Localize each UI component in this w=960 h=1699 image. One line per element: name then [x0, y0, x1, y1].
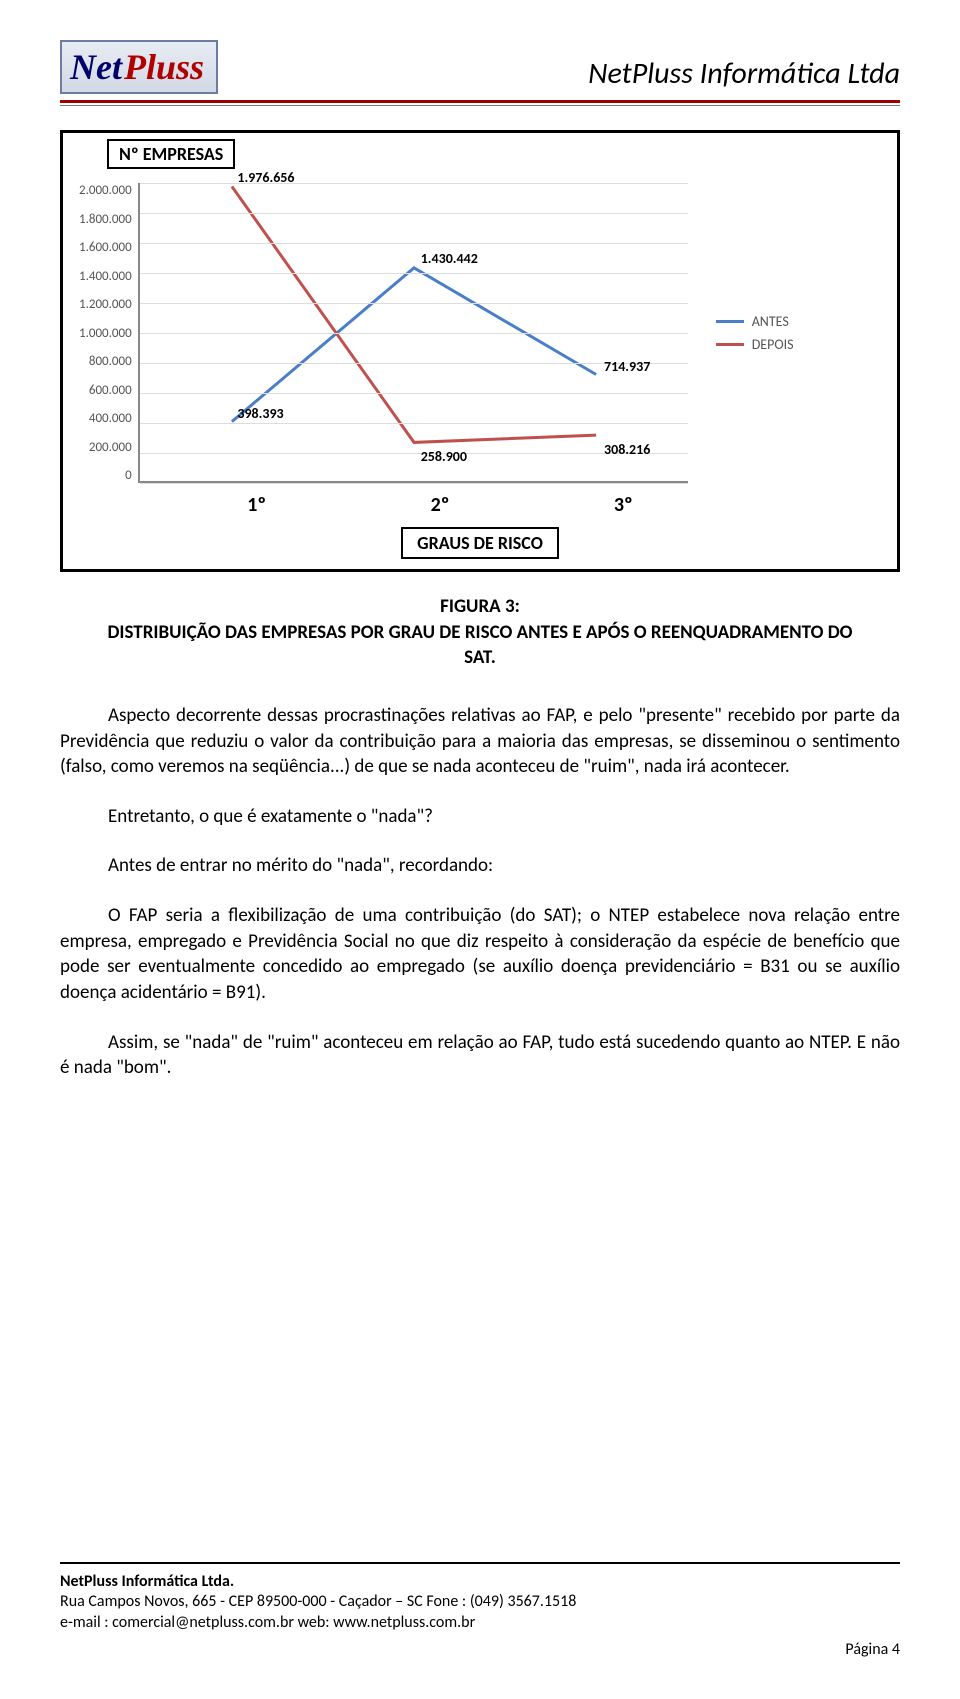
chart-y-title: Nº EMPRESAS	[107, 139, 235, 169]
chart-gridline	[140, 303, 688, 304]
logo-text-net: Net	[70, 46, 122, 88]
chart-plot-area: 398.3931.430.442714.9371.976.656258.9003…	[138, 183, 688, 483]
chart-gridline	[140, 333, 688, 334]
chart-gridline	[140, 273, 688, 274]
chart-x-tick: 3º	[614, 493, 633, 517]
chart-data-label: 398.393	[237, 405, 283, 422]
footer-company: NetPluss Informática Ltda.	[60, 1572, 900, 1593]
chart-y-tick: 1.600.000	[79, 240, 132, 255]
logo-text-pluss: Pluss	[124, 46, 204, 88]
chart-data-label: 1.976.656	[237, 169, 294, 186]
chart-data-label: 258.900	[421, 448, 467, 465]
chart-legend-label: ANTES	[752, 313, 789, 330]
chart-y-tick: 200.000	[89, 440, 132, 455]
chart-y-tick: 1.200.000	[79, 297, 132, 312]
chart-x-ticks: 1º 2º 3º	[165, 493, 715, 517]
figure-caption-line1: FIGURA 3:	[440, 595, 520, 618]
chart-container: Nº EMPRESAS 2.000.000 1.800.000 1.600.000 1…	[60, 130, 900, 572]
chart-series-line	[232, 268, 596, 422]
company-name: NetPluss Informática Ltda	[588, 55, 900, 92]
chart-legend-label: DEPOIS	[752, 336, 794, 353]
chart-gridline	[140, 243, 688, 244]
chart-y-tick: 1.400.000	[79, 269, 132, 284]
chart-y-tick: 1.800.000	[79, 212, 132, 227]
chart-y-tick: 800.000	[89, 354, 132, 369]
header-rule-thin	[60, 105, 900, 106]
paragraph-3: Antes de entrar no mérito do "nada", rec…	[60, 853, 900, 879]
chart-gridline	[140, 393, 688, 394]
chart-legend: ANTES DEPOIS	[716, 307, 794, 359]
chart-legend-swatch	[716, 343, 744, 346]
footer-rule	[60, 1562, 900, 1564]
chart-y-tick: 2.000.000	[79, 183, 132, 198]
page-header: Net Pluss NetPluss Informática Ltda	[60, 40, 900, 94]
chart-lines-svg	[140, 183, 688, 481]
chart-y-tick: 0	[125, 468, 132, 483]
chart-legend-item: ANTES	[716, 313, 794, 330]
chart-y-ticks: 2.000.000 1.800.000 1.600.000 1.400.000 1.20…	[79, 183, 138, 483]
chart-legend-item: DEPOIS	[716, 336, 794, 353]
footer-contacts: e-mail : comercial@netpluss.com.br web: …	[60, 1613, 900, 1634]
chart-legend-swatch	[716, 320, 744, 323]
chart-data-label: 714.937	[604, 358, 650, 375]
chart-y-tick: 1.000.000	[79, 326, 132, 341]
paragraph-2: Entretanto, o que é exatamente o "nada"?	[60, 804, 900, 830]
figure-caption-line2: DISTRIBUIÇÃO DAS EMPRESAS POR GRAU DE RI…	[107, 621, 852, 670]
figure-caption: FIGURA 3: DISTRIBUIÇÃO DAS EMPRESAS POR …	[100, 594, 860, 671]
header-rule-thick	[60, 100, 900, 103]
chart-y-tick: 400.000	[89, 411, 132, 426]
chart-gridline	[140, 213, 688, 214]
chart-y-tick: 600.000	[89, 383, 132, 398]
chart-x-tick: 2º	[431, 493, 450, 517]
footer-address: Rua Campos Novos, 665 - CEP 89500-000 - …	[60, 1592, 900, 1613]
chart-series-line	[232, 186, 596, 442]
paragraph-4: O FAP seria a flexibilização de uma cont…	[60, 903, 900, 1006]
page-footer: NetPluss Informática Ltda. Rua Campos No…	[60, 1562, 900, 1659]
chart-gridline	[140, 483, 688, 484]
chart-gridline	[140, 183, 688, 184]
paragraph-5: Assim, se "nada" de "ruim" aconteceu em …	[60, 1030, 900, 1081]
page-number: Página 4	[60, 1640, 900, 1659]
paragraph-1: Aspecto decorrente dessas procrastinaçõe…	[60, 703, 900, 780]
chart-data-label: 1.430.442	[421, 250, 478, 267]
chart-x-title: GRAUS DE RISCO	[401, 527, 559, 559]
chart-x-tick: 1º	[247, 493, 266, 517]
chart-gridline	[140, 423, 688, 424]
chart-data-label: 308.216	[604, 441, 650, 458]
logo: Net Pluss	[60, 40, 218, 94]
